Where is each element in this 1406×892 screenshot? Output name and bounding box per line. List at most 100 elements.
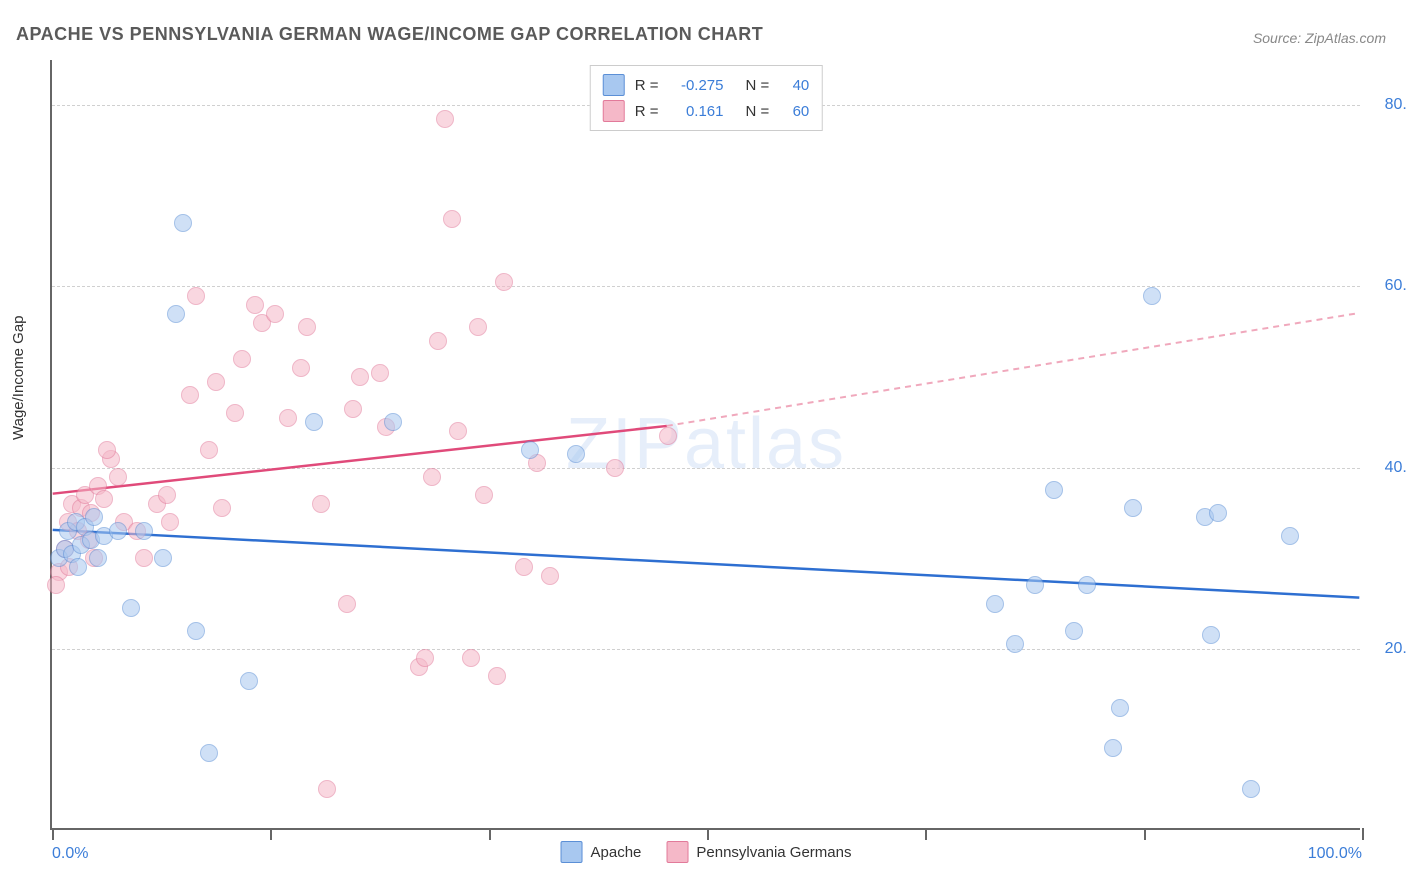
chart-title: APACHE VS PENNSYLVANIA GERMAN WAGE/INCOM… — [16, 24, 763, 45]
apache-point — [69, 558, 87, 576]
legend-item-apache: Apache — [561, 841, 642, 863]
legend-row-apache: R = -0.275 N = 40 — [603, 72, 810, 98]
penn-german-point — [541, 567, 559, 585]
apache-point — [1281, 527, 1299, 545]
x-tick-label: 100.0% — [1308, 845, 1362, 863]
apache-point — [89, 549, 107, 567]
apache-point — [174, 214, 192, 232]
apache-point — [1026, 576, 1044, 594]
penn-german-point — [488, 667, 506, 685]
x-tick — [925, 828, 927, 840]
apache-point — [200, 744, 218, 762]
penn-german-point — [161, 513, 179, 531]
y-tick-label: 20.0% — [1385, 640, 1406, 658]
penn-german-swatch — [666, 841, 688, 863]
apache-point — [187, 622, 205, 640]
apache-n-value: 40 — [779, 77, 809, 94]
r-label: R = — [635, 77, 659, 94]
penn-german-point — [429, 332, 447, 350]
penn-german-point — [95, 490, 113, 508]
apache-point — [167, 305, 185, 323]
legend-row-penn-german: R = 0.161 N = 60 — [603, 98, 810, 124]
penn-german-swatch — [603, 100, 625, 122]
penn-german-point — [98, 441, 116, 459]
y-tick-label: 80.0% — [1385, 96, 1406, 114]
penn-german-point — [109, 468, 127, 486]
penn-german-point — [606, 459, 624, 477]
penn-german-point — [462, 649, 480, 667]
penn-german-point — [207, 373, 225, 391]
apache-point — [305, 413, 323, 431]
trend-lines — [52, 60, 1360, 828]
apache-point — [109, 522, 127, 540]
penn-german-point — [371, 364, 389, 382]
x-tick — [707, 828, 709, 840]
penn-german-point — [515, 558, 533, 576]
x-tick — [1362, 828, 1364, 840]
y-tick-label: 40.0% — [1385, 459, 1406, 477]
penn-german-point — [292, 359, 310, 377]
source-attribution: Source: ZipAtlas.com — [1253, 30, 1386, 46]
y-axis-label: Wage/Income Gap — [10, 315, 27, 440]
apache-point — [1006, 635, 1024, 653]
apache-point — [567, 445, 585, 463]
x-tick — [1144, 828, 1146, 840]
x-tick — [489, 828, 491, 840]
apache-swatch — [603, 74, 625, 96]
penn-german-point — [416, 649, 434, 667]
penn-german-point — [279, 409, 297, 427]
apache-swatch — [561, 841, 583, 863]
apache-point — [1065, 622, 1083, 640]
plot-area: ZIPatlas 20.0%40.0%60.0%80.0% 0.0%100.0%… — [50, 60, 1360, 830]
penn-german-point — [47, 576, 65, 594]
penn-german-point — [200, 441, 218, 459]
apache-point — [1209, 504, 1227, 522]
series-legend: Apache Pennsylvania Germans — [561, 841, 852, 863]
penn-german-point — [318, 780, 336, 798]
penn-german-point — [187, 287, 205, 305]
apache-point — [135, 522, 153, 540]
penn-german-point — [436, 110, 454, 128]
n-label: N = — [746, 77, 770, 94]
penn-german-point — [443, 210, 461, 228]
penn-german-point — [226, 404, 244, 422]
n-label: N = — [746, 103, 770, 120]
penn-german-point — [158, 486, 176, 504]
apache-point — [1104, 739, 1122, 757]
gridline — [52, 468, 1360, 469]
penn-german-point — [246, 296, 264, 314]
legend-item-penn-german: Pennsylvania Germans — [666, 841, 851, 863]
penn-german-point — [135, 549, 153, 567]
y-tick-label: 60.0% — [1385, 277, 1406, 295]
apache-point — [1143, 287, 1161, 305]
penn-german-label: Pennsylvania Germans — [696, 844, 851, 861]
apache-point — [521, 441, 539, 459]
penn-german-point — [338, 595, 356, 613]
x-tick — [52, 828, 54, 840]
penn-german-point — [266, 305, 284, 323]
penn-german-point — [312, 495, 330, 513]
apache-point — [1045, 481, 1063, 499]
apache-point — [1202, 626, 1220, 644]
penn-german-point — [233, 350, 251, 368]
penn-german-point — [449, 422, 467, 440]
penn-german-point — [469, 318, 487, 336]
penn-german-point — [475, 486, 493, 504]
penn-german-r-value: 0.161 — [669, 103, 724, 120]
penn-german-point — [298, 318, 316, 336]
apache-point — [1242, 780, 1260, 798]
apache-point — [1124, 499, 1142, 517]
gridline — [52, 649, 1360, 650]
penn-german-point — [495, 273, 513, 291]
correlation-legend: R = -0.275 N = 40 R = 0.161 N = 60 — [590, 65, 823, 131]
gridline — [52, 286, 1360, 287]
x-tick — [270, 828, 272, 840]
penn-german-point — [351, 368, 369, 386]
penn-german-point — [659, 427, 677, 445]
r-label: R = — [635, 103, 659, 120]
apache-point — [85, 508, 103, 526]
apache-point — [1078, 576, 1096, 594]
apache-point — [1111, 699, 1129, 717]
penn-german-n-value: 60 — [779, 103, 809, 120]
apache-label: Apache — [591, 844, 642, 861]
